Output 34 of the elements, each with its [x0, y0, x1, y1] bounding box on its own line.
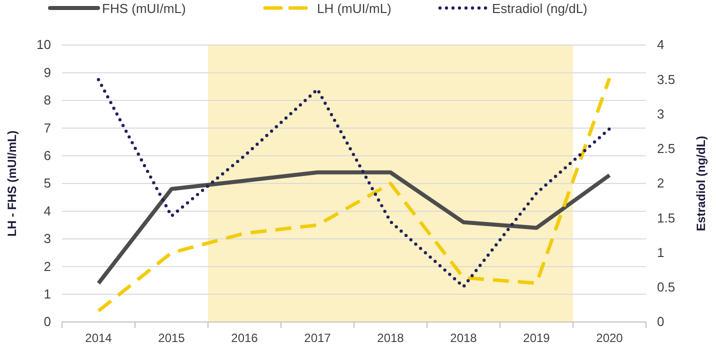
y-tick-label: 3 — [44, 231, 51, 246]
y2-tick-label: 3 — [657, 106, 664, 122]
x-tick-label: 2019 — [523, 331, 550, 345]
legend-label: Estradiol (ng/dL) — [492, 1, 588, 16]
x-tick-label: 2014 — [85, 331, 112, 345]
y2-tick-label: 2 — [657, 176, 664, 191]
y2-tick-label: 3.5 — [657, 72, 676, 87]
x-tick-label: 2018 — [377, 331, 404, 345]
y2-tick-label: 0 — [657, 314, 664, 330]
y-tick-label: 9 — [44, 64, 51, 80]
x-tick-label: 2020 — [596, 331, 624, 345]
legend-label: LH (mUI/mL) — [317, 1, 392, 16]
y-tick-label: 5 — [44, 176, 51, 191]
y-tick-label: 10 — [36, 37, 51, 52]
y2-tick-label: 4 — [657, 37, 664, 52]
y-tick-label: 4 — [44, 203, 51, 218]
legend-label: FHS (mUI/mL) — [102, 1, 186, 16]
x-tick-label: 2018 — [450, 331, 478, 345]
y-tick-label: 2 — [44, 258, 51, 274]
y2-tick-label: 1.5 — [657, 210, 676, 226]
y2-tick-label: 0.5 — [657, 280, 676, 295]
y-tick-label: 6 — [44, 148, 51, 163]
y-tick-label: 1 — [44, 286, 51, 302]
y2-tick-label: 2.5 — [657, 141, 676, 156]
x-tick-label: 2015 — [158, 331, 186, 345]
y-axis-title: LH - FHS (mUI/mL) — [5, 130, 19, 236]
y-tick-label: 0 — [44, 314, 51, 330]
y2-tick-label: 1 — [657, 244, 664, 260]
y-tick-label: 8 — [44, 92, 51, 108]
y-tick-label: 7 — [44, 120, 51, 136]
y2-axis-title: Estradiol (ng/dL) — [694, 136, 708, 232]
x-tick-label: 2017 — [304, 331, 332, 345]
line-series — [96, 170, 612, 286]
x-tick-label: 2016 — [231, 331, 258, 345]
